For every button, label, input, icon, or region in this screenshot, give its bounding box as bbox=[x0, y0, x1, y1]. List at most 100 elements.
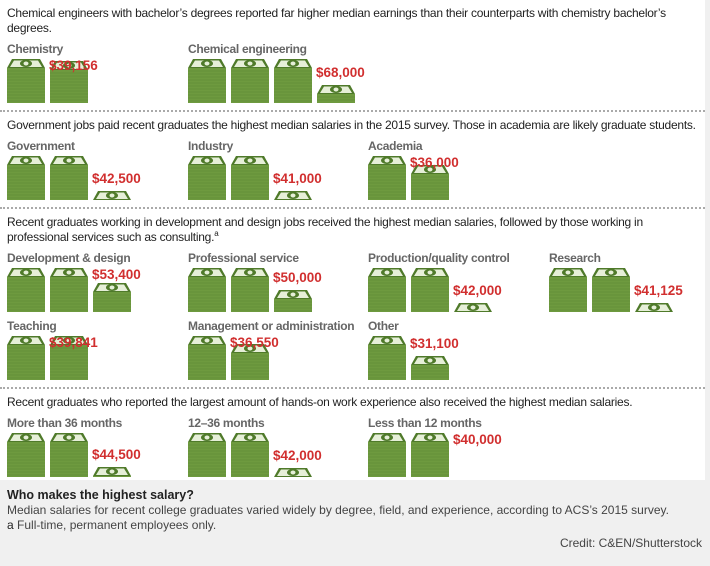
section-title-text: Recent graduates working in development … bbox=[7, 215, 643, 244]
money-stacks: $44,500 bbox=[7, 431, 185, 477]
money-stacks: $39,841 bbox=[7, 334, 185, 380]
chart-section: Recent graduates working in development … bbox=[0, 209, 705, 389]
salary-item: More than 36 months $44,500 bbox=[7, 416, 185, 478]
money-stack-icon bbox=[188, 59, 226, 103]
money-stack-partial-icon bbox=[411, 165, 449, 200]
money-stack-icon bbox=[188, 336, 226, 380]
salary-value: $39,156 bbox=[49, 58, 98, 73]
money-stacks: $41,125 bbox=[549, 266, 710, 312]
item-label: Development & design bbox=[7, 251, 131, 265]
salary-value: $53,400 bbox=[92, 267, 141, 282]
section-divider bbox=[0, 207, 705, 209]
section-title: Recent graduates working in development … bbox=[0, 215, 703, 245]
chart-section: Chemical engineers with bachelor’s degre… bbox=[0, 0, 705, 112]
item-label: Production/quality control bbox=[368, 251, 510, 265]
money-stack-partial-icon bbox=[231, 344, 269, 380]
item-label: Academia bbox=[368, 139, 423, 153]
item-label: Less than 12 months bbox=[368, 416, 482, 430]
salary-value: $68,000 bbox=[316, 65, 365, 80]
salary-value: $41,000 bbox=[273, 171, 322, 186]
money-stack-icon bbox=[231, 59, 269, 103]
salary-item: Less than 12 months $40,000 bbox=[368, 416, 546, 478]
money-stacks: $50,000 bbox=[188, 266, 366, 312]
money-stacks: $36,550 bbox=[188, 334, 366, 380]
money-stack-icon bbox=[549, 268, 587, 312]
money-stack-partial-icon bbox=[411, 356, 449, 380]
credit: Credit: C&EN/Shutterstock bbox=[559, 536, 702, 550]
footnote-marker: a bbox=[7, 518, 14, 532]
item-label: Teaching bbox=[7, 319, 57, 333]
footnote-text: Full-time, permanent employees only. bbox=[17, 518, 217, 532]
item-label: Chemical engineering bbox=[188, 42, 307, 56]
money-stack-partial-icon bbox=[274, 290, 312, 312]
money-stack-partial-icon bbox=[50, 336, 88, 380]
money-stack-icon bbox=[368, 156, 406, 200]
section-title-text: Chemical engineers with bachelor’s degre… bbox=[7, 6, 666, 35]
money-stack-partial-icon bbox=[93, 467, 131, 477]
money-stacks: $42,000 bbox=[368, 266, 546, 312]
item-label: Industry bbox=[188, 139, 233, 153]
caption-text: Median salaries for recent college gradu… bbox=[7, 503, 669, 517]
money-stack-icon bbox=[50, 433, 88, 477]
money-stacks: $39,156 bbox=[7, 57, 185, 103]
caption-title: Who makes the highest salary? bbox=[7, 488, 194, 502]
money-stack-partial-icon bbox=[93, 191, 131, 200]
salary-value: $31,100 bbox=[410, 336, 459, 351]
salary-value: $40,000 bbox=[453, 432, 502, 447]
money-stack-icon bbox=[188, 268, 226, 312]
money-stack-icon bbox=[592, 268, 630, 312]
money-stack-icon bbox=[368, 268, 406, 312]
money-stacks: $41,000 bbox=[188, 154, 366, 200]
caption-footnote: a Full-time, permanent employees only. bbox=[7, 518, 702, 533]
item-row: Government $42,500 Industry $41,000 Academia… bbox=[0, 139, 705, 201]
section-divider bbox=[0, 387, 705, 389]
money-stacks: $68,000 bbox=[188, 57, 366, 103]
money-stack-icon bbox=[411, 433, 449, 477]
money-stacks: $36,000 bbox=[368, 154, 546, 200]
item-label: Government bbox=[7, 139, 75, 153]
item-row: Development & design $53,400 Professional … bbox=[0, 251, 705, 313]
section-title: Recent graduates who reported the larges… bbox=[0, 395, 703, 410]
salary-item: Industry $41,000 bbox=[188, 139, 366, 201]
chart-section: Recent graduates who reported the larges… bbox=[0, 389, 705, 478]
money-stacks: $40,000 bbox=[368, 431, 546, 477]
money-stack-icon bbox=[188, 156, 226, 200]
section-title: Chemical engineers with bachelor’s degre… bbox=[0, 6, 703, 36]
footnote-marker: a bbox=[214, 229, 219, 238]
money-stacks: $42,000 bbox=[188, 431, 366, 477]
salary-item: Production/quality control $42,000 bbox=[368, 251, 546, 313]
salary-item: Research $41,125 bbox=[549, 251, 710, 313]
money-stack-icon bbox=[50, 268, 88, 312]
money-stacks: $42,500 bbox=[7, 154, 185, 200]
salary-item: Management or administration $36,550 bbox=[188, 319, 366, 381]
section-title-text: Government jobs paid recent graduates th… bbox=[7, 118, 696, 132]
section-title-text: Recent graduates who reported the larges… bbox=[7, 395, 633, 409]
salary-value: $36,550 bbox=[230, 335, 279, 350]
money-stack-partial-icon bbox=[274, 468, 312, 477]
caption: Who makes the highest salary? Median sal… bbox=[0, 480, 710, 557]
salary-item: Academia $36,000 bbox=[368, 139, 546, 201]
salary-value: $42,000 bbox=[453, 283, 502, 298]
money-stack-partial-icon bbox=[317, 85, 355, 103]
item-label: Other bbox=[368, 319, 399, 333]
item-label: Professional service bbox=[188, 251, 299, 265]
chart-section: Government jobs paid recent graduates th… bbox=[0, 112, 705, 209]
money-stack-icon bbox=[231, 433, 269, 477]
item-row: Teaching $39,841 Management or administrat… bbox=[0, 319, 705, 381]
money-stack-icon bbox=[7, 336, 45, 380]
item-label: Management or administration bbox=[188, 319, 355, 333]
salary-value: $50,000 bbox=[273, 270, 322, 285]
money-stack-icon bbox=[274, 59, 312, 103]
salary-value: $42,500 bbox=[92, 171, 141, 186]
salary-value: $36,000 bbox=[410, 155, 459, 170]
item-row: More than 36 months $44,500 12–36 months $4… bbox=[0, 416, 705, 478]
salary-item: Government $42,500 bbox=[7, 139, 185, 201]
salary-value: $41,125 bbox=[634, 283, 683, 298]
money-stack-icon bbox=[368, 336, 406, 380]
salary-value: $44,500 bbox=[92, 447, 141, 462]
item-label: Research bbox=[549, 251, 601, 265]
salary-value: $39,841 bbox=[49, 335, 98, 350]
infographic-panel: Chemical engineers with bachelor’s degre… bbox=[0, 0, 705, 480]
money-stacks: $31,100 bbox=[368, 334, 546, 380]
money-stacks: $53,400 bbox=[7, 266, 185, 312]
